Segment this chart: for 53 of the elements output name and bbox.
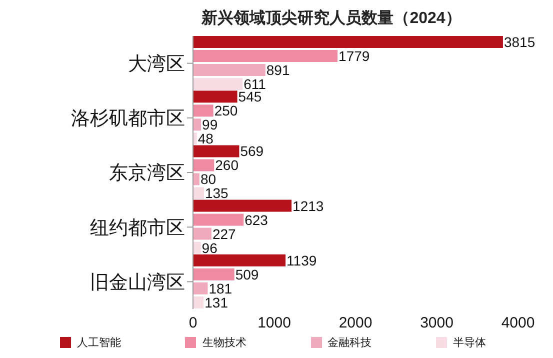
data-label: 80 bbox=[200, 171, 216, 188]
y-tick-label: 洛杉矶都市区 bbox=[71, 108, 185, 130]
data-label: 131 bbox=[204, 294, 228, 310]
x-tick-label: 2000 bbox=[338, 314, 372, 332]
bar bbox=[193, 118, 202, 131]
y-tick-label: 纽约都市区 bbox=[90, 216, 185, 239]
bar bbox=[193, 254, 286, 266]
data-label: 96 bbox=[202, 240, 218, 256]
bar bbox=[193, 282, 208, 294]
bar bbox=[193, 104, 214, 117]
bar bbox=[193, 187, 204, 200]
data-label: 99 bbox=[202, 116, 218, 133]
legend-label: 人工智能 bbox=[77, 336, 122, 350]
data-label: 623 bbox=[244, 212, 268, 228]
bar bbox=[193, 242, 201, 254]
chart-title: 新兴领域顶尖研究人员数量（2024） bbox=[200, 8, 462, 29]
data-label: 1779 bbox=[338, 48, 370, 64]
data-label: 260 bbox=[215, 157, 239, 174]
data-label: 227 bbox=[212, 226, 236, 242]
legend-label: 生物技术 bbox=[202, 336, 246, 350]
x-tick-label: 0 bbox=[188, 314, 198, 332]
bar bbox=[193, 36, 503, 48]
bar bbox=[193, 132, 197, 145]
bar bbox=[193, 145, 240, 158]
data-label: 3815 bbox=[504, 34, 536, 50]
data-label: 250 bbox=[214, 102, 238, 119]
bar bbox=[193, 50, 338, 62]
x-tick-label: 3000 bbox=[420, 314, 454, 332]
data-label: 509 bbox=[235, 266, 259, 282]
legend-label: 金融科技 bbox=[328, 336, 372, 350]
bar bbox=[193, 214, 244, 226]
data-label: 1139 bbox=[286, 252, 317, 268]
y-tick-label: 旧金山湾区 bbox=[90, 271, 185, 294]
bar bbox=[193, 296, 204, 308]
legend-label: 半导体 bbox=[452, 336, 486, 350]
data-label: 181 bbox=[208, 280, 232, 296]
y-tick-label: 大湾区 bbox=[128, 53, 185, 76]
data-label: 569 bbox=[240, 143, 264, 160]
data-label: 1213 bbox=[292, 198, 324, 214]
bar bbox=[193, 228, 212, 240]
x-tick-label: 1000 bbox=[258, 314, 291, 332]
data-label: 891 bbox=[266, 62, 290, 78]
bar bbox=[193, 90, 238, 103]
bar bbox=[193, 200, 292, 212]
bar bbox=[193, 78, 243, 90]
bar bbox=[193, 173, 200, 186]
bar bbox=[193, 64, 266, 76]
y-tick-label: 东京湾区 bbox=[109, 162, 185, 184]
data-label: 48 bbox=[198, 130, 214, 147]
bar bbox=[193, 159, 214, 172]
data-label: 135 bbox=[204, 185, 229, 202]
x-tick-label: 4000 bbox=[501, 314, 535, 332]
bar bbox=[193, 268, 234, 280]
